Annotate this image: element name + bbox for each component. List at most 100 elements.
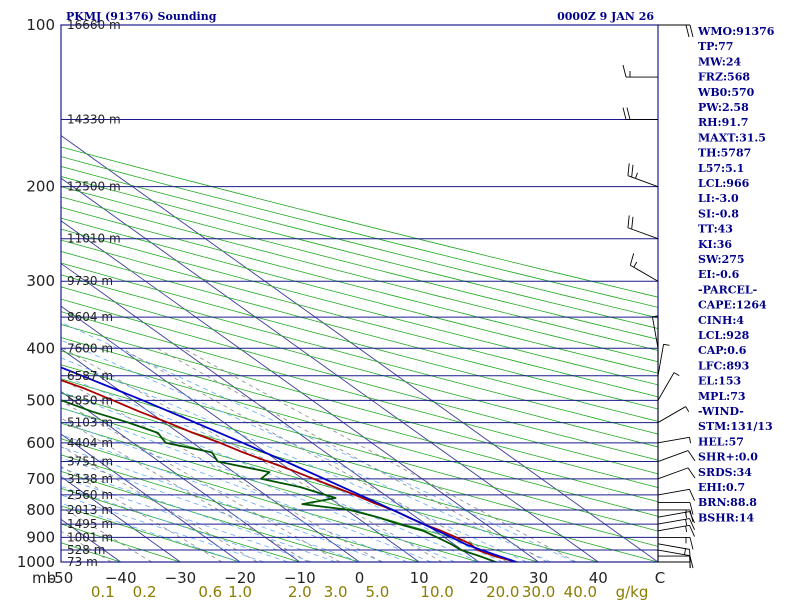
wind-barb-half-flag [635,172,638,179]
index-entry: EI:-0.6 [698,268,740,281]
wind-barb-flag [627,215,630,228]
index-entry: BRN:88.8 [698,496,757,509]
index-entry: EHI:0.7 [698,481,745,494]
isotherm-line [61,390,301,562]
index-entry: KI:36 [698,238,732,251]
wind-barb-flag [626,107,631,120]
mixing-ratio-tick-label: 20.0 [486,583,519,600]
height-label: 6587 m [67,369,113,383]
mixing-ratio-tick-label: 3.0 [324,583,348,600]
pressure-tick-label: 300 [26,272,55,290]
pressure-tick-label: 600 [26,434,55,452]
mixing-ratio-tick-label: 2.0 [288,583,312,600]
wind-barb-staff [657,450,689,462]
pressure-tick-label: 400 [26,339,55,357]
isotherm-line [61,433,241,562]
index-entry: STM:131/13 [698,420,773,433]
wind-barb-half-flag [633,261,638,268]
pressure-unit-label: mb [32,569,56,587]
index-entry: FRZ:568 [698,71,750,84]
isotherm-line [61,177,599,562]
wind-barb-flag [687,467,696,479]
temperature-tick-label: -50 [49,569,74,587]
wind-barb-flag [689,549,691,562]
wind-barb-flag [622,107,627,120]
index-entry: WMO:91376 [697,25,775,38]
index-entry: TT:43 [698,223,733,236]
wind-barb-flag [689,502,694,515]
index-entry: BSHR:14 [698,511,754,524]
wind-barb-staff [627,227,659,240]
temperature-tick-label: −20 [224,569,256,587]
temperature-tick-label: −10 [284,569,316,587]
index-entry: CAPE:1264 [698,299,767,312]
wind-barbs [622,24,696,569]
height-label: 2013 m [67,503,113,517]
chart-title: PKMJ (91376) Sounding [66,10,217,23]
wind-barb-staff [657,524,690,532]
index-entry: SHR+:0.0 [698,451,758,464]
wind-barb-staff [657,467,689,480]
isotherm-line [61,220,539,562]
wind-barb-flag [629,253,635,266]
parcel-profile-line [61,366,520,562]
index-entry: CINH:4 [698,314,744,327]
index-entry: MW:24 [698,55,741,68]
index-entry: TP:77 [698,40,733,53]
wind-barb-staff [630,264,659,282]
temperature-tick-label: 20 [469,569,488,587]
isotherm-line [61,135,658,562]
wind-barb-flag [689,509,694,523]
moist-adiabat-line [61,374,503,562]
temperature-tick-label: 10 [410,569,429,587]
mixing-ratio-tick-label: 0.1 [91,583,115,600]
wind-barb-half-flag [663,343,670,346]
height-label: 1001 m [67,530,113,544]
index-entry: MAXT:31.5 [698,131,766,144]
height-label: 8604 m [67,310,113,324]
mixing-ratio-tick-label: 0.2 [133,583,157,600]
index-entry: SW:275 [698,253,745,266]
index-entry: -WIND- [698,405,744,418]
height-label: 16660 m [67,18,121,32]
index-entry: LFC:893 [698,359,749,372]
wind-barb-staff [657,488,690,496]
moist-adiabat-line [61,421,432,562]
plot-frame [60,24,659,563]
wind-barb-staff [657,543,690,550]
wind-barb-flag [689,489,695,501]
axis-labels: 16660 m 14330 m 12500 m 11010 m 9730 m 8604 m… [17,16,665,600]
height-label: 73 m [67,555,98,569]
mixing-ratio-tick-label: 0.6 [198,583,222,600]
isotherm-line [61,262,480,562]
wind-barb-flag [689,525,695,537]
wind-barb-flag [689,518,695,531]
moist-adiabat-line [61,357,527,562]
dewpoint-profile-line [61,399,499,562]
moist-adiabat-line [61,494,265,562]
wind-barb-half-flag [689,437,691,444]
height-label: 3138 m [67,472,113,486]
wind-barb-half-flag [685,406,690,412]
index-entry: CAP:0.6 [698,344,747,357]
sounding-profiles [61,366,520,562]
height-label: 1495 m [67,517,113,531]
height-label: 11010 m [67,232,121,246]
height-label: 5103 m [67,416,113,430]
index-entry: MPL:73 [698,390,746,403]
wind-barb-staff [657,406,686,423]
wind-barb-half-flag [684,548,687,555]
index-entry: LCL:966 [698,177,750,190]
height-label: 14330 m [67,113,121,127]
wind-barb-staff [627,175,659,188]
index-entry: EL:153 [698,375,741,388]
height-label: 4404 m [67,436,113,450]
mixing-ratio-tick-label: 10.0 [420,583,453,600]
temperature-tick-label: 30 [529,569,548,587]
index-entry: HEL:57 [698,435,744,448]
wind-barb-half-flag [673,372,680,377]
wind-barb-staff [657,518,690,525]
height-label: 528 m [67,543,105,557]
mixing-ratio-tick-label: 30.0 [522,583,555,600]
